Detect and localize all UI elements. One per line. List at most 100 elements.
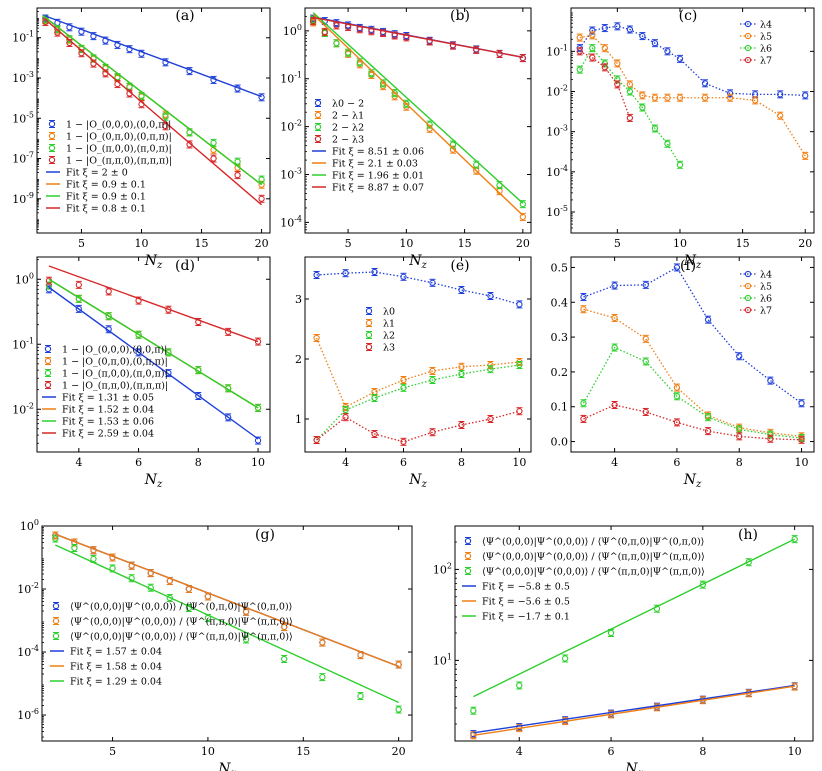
legend-entry: Fit ξ = 2.1 ± 0.03: [312, 159, 418, 170]
data-point: [767, 435, 774, 442]
y-tick-label: 10-9: [12, 191, 34, 206]
data-point: [75, 281, 82, 289]
data-point: [258, 94, 265, 101]
legend-label: Fit ξ = 1.31 ± 0.05: [62, 393, 154, 404]
legend: 1 − |O_(0,0,0),(0,0,π)|1 − |O_(0,π,0),(0…: [46, 120, 172, 215]
legend-entry: Fit ξ = 8.87 ± 0.07: [312, 183, 424, 194]
legend-entry: Fit ξ = 2.59 ± 0.04: [42, 429, 154, 440]
data-point: [135, 331, 142, 338]
x-tick-label: 15: [458, 237, 472, 250]
data-point: [470, 707, 477, 714]
legend-entry: λ0 − 2: [314, 99, 364, 110]
data-point: [607, 629, 615, 637]
legend-label: Fit ξ = −1.7 ± 0.1: [482, 612, 570, 623]
legend-label: 1 − |O_(0,0,0),(0,0,π)|: [62, 345, 167, 356]
data-point: [701, 80, 709, 87]
legend-label: Fit ξ = 1.96 ± 0.01: [332, 171, 424, 182]
x-tick-label: 10: [512, 456, 526, 469]
legend-label: λ0 − 2: [332, 99, 364, 110]
legend-entry: λ3: [365, 343, 395, 354]
data-point: [580, 293, 587, 301]
legend-label: Fit ξ = 0.9 ± 0.1: [66, 180, 146, 191]
legend-entry: Fit ξ = 1.57 ± 0.04: [50, 647, 162, 658]
y-tick-label: 100: [15, 271, 34, 286]
data-point: [333, 22, 340, 29]
legend-entry: ⟨Ψ^(0,0,0)|Ψ^(0,0,0)⟩ / ⟨Ψ^(π,π,0)|Ψ^(π,…: [52, 632, 293, 643]
legend-label: ⟨Ψ^(0,0,0)|Ψ^(0,0,0)⟩ / ⟨Ψ^(0,π,0)|Ψ^(0,…: [482, 537, 704, 548]
data-point: [589, 32, 596, 39]
legend-label: 1 − |O_(π,0,0),(π,0,π)|: [66, 144, 172, 155]
legend-label: Fit ξ = 2.1 ± 0.03: [332, 159, 418, 170]
data-point: [105, 313, 112, 320]
data-point: [611, 282, 618, 289]
legend-entry: λ4: [740, 270, 772, 281]
legend-label: λ7: [760, 56, 772, 67]
plot-frame: [570, 7, 815, 234]
legend-label: 1 − |O_(π,π,0),(π,π,π)|: [62, 381, 168, 392]
y-tick-label: 102: [433, 561, 452, 576]
data-point: [736, 426, 743, 433]
y-tick-label: 10-1: [280, 71, 302, 86]
legend-entry: 2 − λ1: [314, 111, 364, 122]
x-axis-label: Nz: [683, 472, 702, 490]
data-point: [449, 42, 457, 49]
x-tick-label: 20: [392, 745, 406, 758]
data-point: [225, 414, 232, 421]
data-point: [379, 82, 387, 90]
x-tick-label: 10: [201, 745, 215, 758]
data-point: [371, 430, 378, 438]
legend-marker: [44, 357, 52, 365]
data-point: [487, 415, 494, 423]
series-line: [579, 25, 806, 97]
y-tick-label: 10-7: [12, 151, 34, 166]
plot-frame: [304, 7, 532, 234]
data-point: [458, 286, 465, 294]
y-tick-label: 3: [295, 293, 302, 306]
legend-entry: λ6: [740, 44, 772, 55]
data-point: [391, 89, 398, 97]
data-point: [676, 94, 684, 101]
y-tick-label: 1: [295, 413, 302, 426]
legend-label: Fit ξ = 0.9 ± 0.1: [66, 192, 146, 203]
x-tick-label: 10: [795, 456, 809, 469]
legend-entry: ⟨Ψ^(0,0,0)|Ψ^(0,0,0)⟩ / ⟨Ψ^(π,π,0)|Ψ^(π,…: [52, 617, 293, 628]
data-point: [473, 161, 480, 168]
data-point: [395, 706, 402, 713]
data-point: [777, 91, 784, 98]
data-point: [642, 335, 649, 342]
legend-entry: 1 − |O_(0,0,0),(0,0,π)|: [44, 345, 167, 356]
fit-line: [55, 533, 399, 668]
data-point: [626, 88, 634, 95]
fit-line: [45, 15, 262, 98]
data-point: [611, 401, 618, 409]
data-point: [319, 639, 326, 646]
x-tick-label: 8: [458, 456, 465, 469]
legend-entry: λ5: [740, 32, 772, 43]
legend-entry: Fit ξ = −5.8 ± 0.5: [462, 582, 570, 593]
data-point: [71, 544, 78, 552]
legend-label: λ5: [760, 32, 772, 43]
data-point: [576, 66, 583, 73]
x-axis-label: Nz: [624, 761, 643, 771]
y-tick-label: 10-5: [546, 204, 568, 219]
y-tick-label: 0.3: [551, 331, 569, 344]
data-point: [313, 334, 320, 342]
legend-entry: 1 − |O_(π,0,0),(π,0,π)|: [48, 144, 172, 155]
data-point: [204, 593, 212, 600]
series-line: [582, 346, 802, 439]
data-point: [589, 45, 596, 52]
x-tick-label: 6: [608, 745, 615, 758]
fit-line: [48, 286, 259, 440]
legend-entry: Fit ξ = 1.52 ± 0.04: [42, 405, 154, 416]
legend-label: Fit ξ = 2.59 ± 0.04: [62, 429, 154, 440]
fit-line: [44, 19, 263, 206]
legend-entry: ⟨Ψ^(0,0,0)|Ψ^(0,0,0)⟩ / ⟨Ψ^(0,π,0)|Ψ^(0,…: [464, 537, 704, 548]
data-point: [589, 54, 596, 61]
legend-label: Fit ξ = 8.51 ± 0.06: [332, 147, 424, 158]
data-point: [516, 682, 523, 689]
x-tick-label: 15: [296, 745, 310, 758]
data-point: [281, 623, 288, 631]
